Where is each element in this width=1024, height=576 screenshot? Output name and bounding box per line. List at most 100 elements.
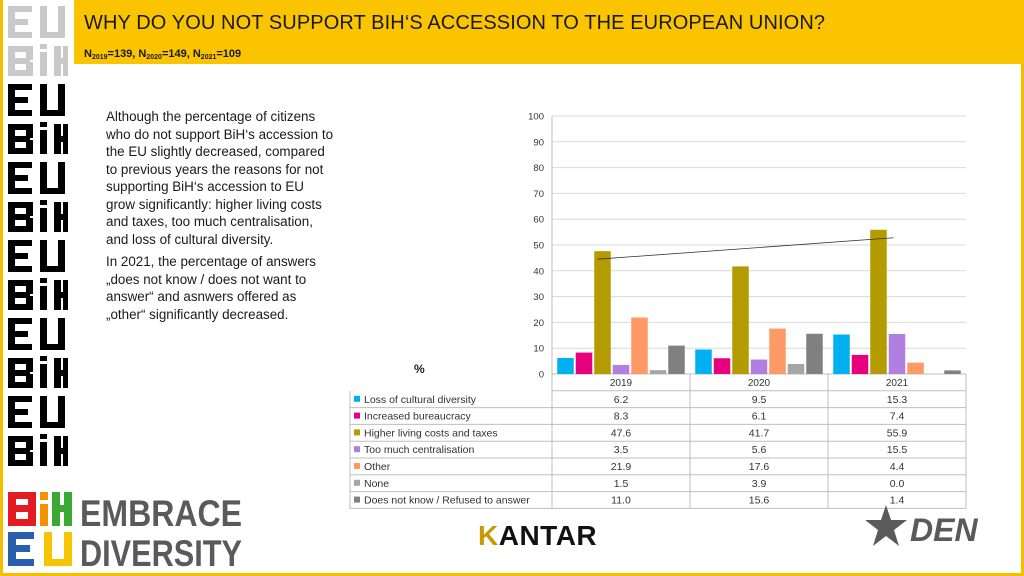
data-label: 17.6 [749,461,770,473]
bar [649,370,667,374]
data-label: 5.6 [752,444,767,456]
data-label: 3.5 [614,444,629,456]
data-label: 21.9 [611,461,632,473]
bar [870,229,887,374]
data-label: 15.5 [887,444,908,456]
y-tick-label: 20 [533,318,544,329]
bar [806,333,823,374]
data-label: 15.3 [887,394,908,406]
legend-entry: Does not know / Refused to answer [364,495,530,507]
x-tick-label: 2019 [610,378,633,389]
bar [851,354,869,374]
embrace-text: EMBRACE [80,493,242,534]
data-label: 41.7 [749,427,770,439]
bar [888,334,906,374]
bih-eu-pattern-logo [8,6,68,466]
bar-chart: 0 10 20 30 40 50 60 70 80 90 100 2019 2020 2021 Loss o… [349,112,967,509]
x-tick-label: 2021 [886,378,909,389]
data-label: 47.6 [611,427,632,439]
y-tick-label: 60 [533,215,544,226]
bar [557,358,574,374]
legend-entry: Higher living costs and taxes [364,427,498,439]
commentary-paragraph-2: In 2021, the percentage of answers „does… [106,254,316,322]
data-label: 8.3 [614,411,629,423]
data-label: 11.0 [611,495,631,507]
kantar-logo: KANTAR [478,520,597,552]
data-label: 1.4 [890,495,905,507]
den-logo: DEN [866,505,978,548]
legend-entry: Increased bureaucracy [364,411,472,423]
y-tick-label: 40 [533,266,544,277]
bar [713,358,731,374]
sample-sizes: N2019=139, N2020=149, N2021=109 [84,48,241,61]
data-label: 6.1 [752,411,767,423]
bar [695,349,712,374]
y-tick-label: 90 [533,137,544,148]
kantar-k: K [478,520,499,551]
y-tick-label: 10 [533,344,544,355]
bar [631,317,648,374]
legend-swatch [354,412,360,419]
data-label: 9.5 [752,394,767,406]
y-tick-label: 30 [533,292,544,303]
trendline [597,237,894,260]
legend-entry: Too much centralisation [364,444,474,456]
n-label: N [192,48,201,60]
legend-swatch [354,429,360,436]
logo-block-orange [40,492,48,500]
bar [769,328,786,374]
legend-entry: None [364,478,389,490]
legend-swatch [354,395,360,402]
legend-swatch [354,479,360,486]
unit-label: % [414,362,425,376]
commentary-paragraph-1: Although the percentage of citizens who … [106,109,334,247]
x-tick-label: 2020 [748,378,771,389]
bar [575,352,593,374]
data-label: 7.4 [890,411,905,423]
data-label: 1.5 [614,478,629,490]
bar [612,364,630,374]
y-tick-label: 70 [533,189,544,200]
data-label: 0.0 [890,478,905,490]
bar [750,359,768,374]
header-bar: WHY DO YOU NOT SUPPORT BIH‘S ACCESSION T… [74,0,1024,64]
data-label: 3.9 [752,478,767,490]
n2021-value: =109 [216,48,242,60]
legend-swatch [354,496,360,503]
bar [732,266,749,374]
bar [833,334,850,374]
data-label: 55.9 [887,427,908,439]
y-tick-label: 0 [539,370,544,381]
data-label: 4.4 [890,461,905,473]
n2019-value: =139, [107,48,139,60]
diversity-text: DIVERSITY [80,533,242,570]
data-label: 6.2 [614,394,629,406]
embrace-diversity-logo: EMBRACE DIVERSITY [8,492,242,570]
n2019-year: 2019 [91,54,108,61]
n-label: N [84,48,92,60]
den-text: DEN [910,512,978,548]
star-icon [866,505,907,546]
data-label: 15.6 [749,495,770,507]
n2020-year: 2020 [146,54,162,61]
n2021-year: 2021 [200,54,217,61]
n-label: N [138,48,147,60]
bar [944,370,961,374]
logo-block-yellow [44,532,52,566]
kantar-rest: ANTAR [498,520,598,551]
page-title: WHY DO YOU NOT SUPPORT BIH‘S ACCESSION T… [84,12,826,34]
bar [787,363,805,374]
y-tick-label: 50 [533,241,544,252]
y-tick-label: 80 [533,163,544,174]
bar [668,345,685,374]
legend-swatch [354,446,360,453]
n2020-value: =149, [161,48,193,60]
y-tick-label: 100 [528,112,544,123]
legend-entry: Other [364,461,391,473]
commentary-text: Although the percentage of citizens who … [106,108,334,323]
legend-entry: Loss of cultural diversity [364,394,477,406]
bar [594,251,611,374]
bar [907,362,924,374]
legend-swatch [354,463,360,469]
